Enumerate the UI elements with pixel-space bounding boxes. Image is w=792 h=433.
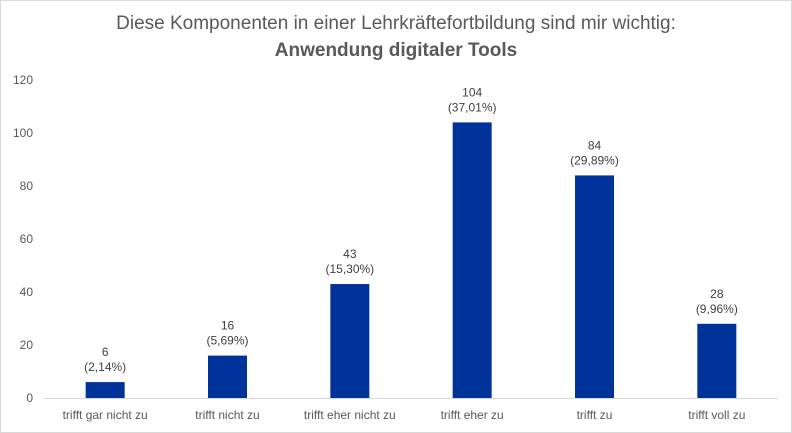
- bar: [697, 323, 737, 398]
- y-tick-label: 40: [20, 285, 34, 299]
- data-label-percent: (37,01%): [448, 100, 497, 114]
- category-labels: trifft gar nicht zu trifft nicht zu trifft…: [63, 408, 746, 422]
- y-axis-ticks: 0 20 40 60 80 100 120: [13, 73, 33, 405]
- data-label-value: 6: [102, 345, 109, 359]
- chart-title: Diese Komponenten in einer Lehrkräftefor…: [116, 13, 676, 34]
- y-tick-label: 80: [20, 179, 34, 193]
- data-label-percent: (9,96%): [696, 302, 738, 316]
- x-tick-label: trifft eher zu: [441, 408, 504, 422]
- data-label-value: 104: [462, 85, 482, 99]
- x-tick-label: trifft voll zu: [688, 408, 745, 422]
- y-tick-label: 20: [20, 338, 34, 352]
- data-label-value: 43: [343, 247, 357, 261]
- data-label-percent: (15,30%): [325, 262, 374, 276]
- x-tick-label: trifft eher nicht zu: [304, 408, 396, 422]
- y-tick-label: 120: [13, 73, 33, 87]
- bar: [330, 284, 370, 398]
- x-tick-label: trifft gar nicht zu: [63, 408, 148, 422]
- data-label-percent: (29,89%): [570, 153, 619, 167]
- y-tick-label: 100: [13, 126, 33, 140]
- y-tick-label: 60: [20, 232, 34, 246]
- x-tick-label: trifft zu: [577, 408, 613, 422]
- bar: [208, 355, 247, 398]
- data-label-value: 28: [710, 287, 724, 301]
- value-labels: 6(2,14%) 16(5,69%) 43(15,30%) 104(37,01%) 84…: [84, 85, 738, 374]
- data-label-value: 84: [588, 138, 602, 152]
- bar: [575, 175, 614, 398]
- bar: [452, 122, 492, 399]
- data-label-value: 16: [221, 319, 235, 333]
- chart-subtitle: Anwendung digitaler Tools: [274, 40, 518, 61]
- data-label-percent: (2,14%): [84, 360, 126, 374]
- x-tick-label: trifft nicht zu: [195, 408, 259, 422]
- data-label-percent: (5,69%): [206, 334, 248, 348]
- y-tick-label: 0: [26, 391, 33, 405]
- bar: [85, 382, 125, 398]
- bars: [85, 122, 737, 399]
